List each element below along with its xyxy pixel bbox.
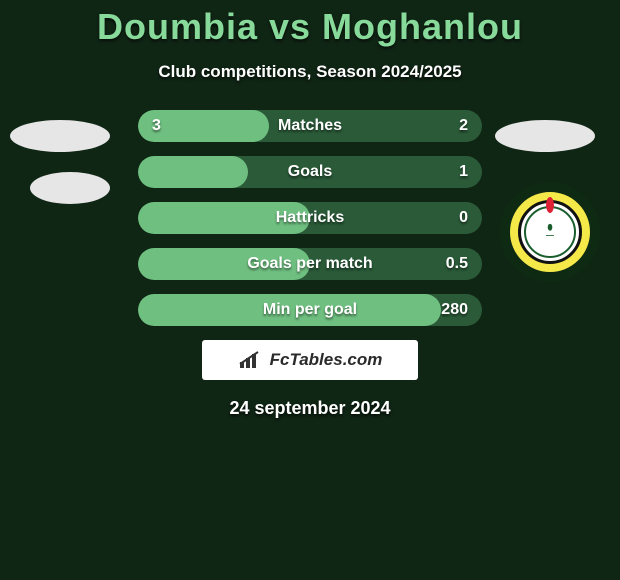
stat-label: Goals per match (138, 248, 482, 280)
club-badge-inner: ⬮— (518, 200, 582, 264)
stat-value-right: 0.5 (446, 248, 468, 280)
stat-bar: Goals per match 0.5 (138, 248, 482, 280)
stat-label: Min per goal (138, 294, 482, 326)
player-left-blob-1 (10, 120, 110, 152)
stat-label: Goals (138, 156, 482, 188)
stat-bar: Min per goal 280 (138, 294, 482, 326)
attribution-box: FcTables.com (202, 340, 418, 380)
comparison-panel: ⬮— 3 Matches 2 Goals 1 Hattricks 0 Goals… (0, 110, 620, 419)
stat-value-right: 0 (459, 202, 468, 234)
stat-value-right: 1 (459, 156, 468, 188)
stat-bar: 3 Matches 2 (138, 110, 482, 142)
flame-icon (546, 197, 554, 213)
player-right-blob (495, 120, 595, 152)
date-label: 24 september 2024 (0, 398, 620, 419)
stat-bars: 3 Matches 2 Goals 1 Hattricks 0 Goals pe… (138, 110, 482, 326)
page-title: Doumbia vs Moghanlou (0, 0, 620, 48)
page-subtitle: Club competitions, Season 2024/2025 (0, 62, 620, 82)
stat-label: Hattricks (138, 202, 482, 234)
player-left-blob-2 (30, 172, 110, 204)
club-badge-text: ⬮— (546, 224, 554, 240)
stat-label: Matches (138, 110, 482, 142)
attribution-text: FcTables.com (270, 350, 383, 370)
stat-bar: Hattricks 0 (138, 202, 482, 234)
club-badge-right: ⬮— (500, 182, 600, 282)
stat-value-right: 2 (459, 110, 468, 142)
bar-chart-icon (238, 350, 264, 370)
stat-bar: Goals 1 (138, 156, 482, 188)
stat-value-right: 280 (441, 294, 468, 326)
